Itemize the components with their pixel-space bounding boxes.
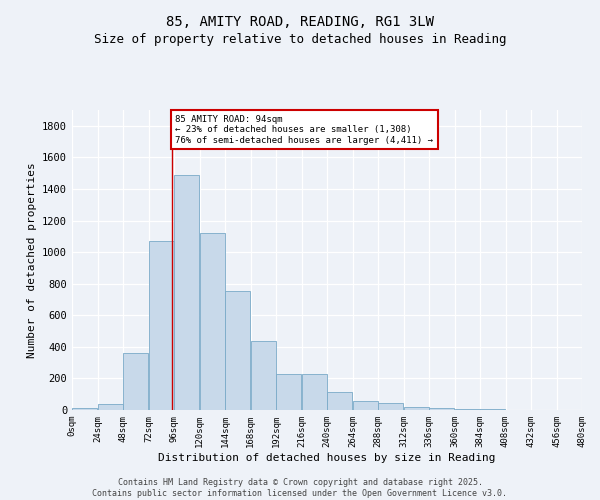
Bar (251, 340, 275, 410)
Bar (404, 407, 428, 410)
Bar (302, 374, 326, 410)
Bar (455, 409, 479, 410)
Bar (124, 353, 148, 410)
Text: Size of property relative to detached houses in Reading: Size of property relative to detached ho… (94, 32, 506, 46)
Bar (226, 291, 250, 410)
Bar (200, 233, 224, 410)
Bar (175, 174, 199, 410)
Bar (149, 241, 173, 410)
Bar (353, 402, 377, 410)
Bar (277, 374, 301, 410)
Bar (328, 392, 352, 410)
Text: Contains HM Land Registry data © Crown copyright and database right 2025.
Contai: Contains HM Land Registry data © Crown c… (92, 478, 508, 498)
Bar (98, 404, 122, 410)
Bar (73, 408, 97, 410)
Bar (379, 403, 403, 410)
Bar (481, 409, 505, 410)
X-axis label: Distribution of detached houses by size in Reading: Distribution of detached houses by size … (158, 452, 496, 462)
Bar (430, 408, 454, 410)
Y-axis label: Number of detached properties: Number of detached properties (26, 162, 37, 358)
Text: 85 AMITY ROAD: 94sqm
← 23% of detached houses are smaller (1,308)
76% of semi-de: 85 AMITY ROAD: 94sqm ← 23% of detached h… (175, 114, 433, 144)
Text: 85, AMITY ROAD, READING, RG1 3LW: 85, AMITY ROAD, READING, RG1 3LW (166, 15, 434, 29)
